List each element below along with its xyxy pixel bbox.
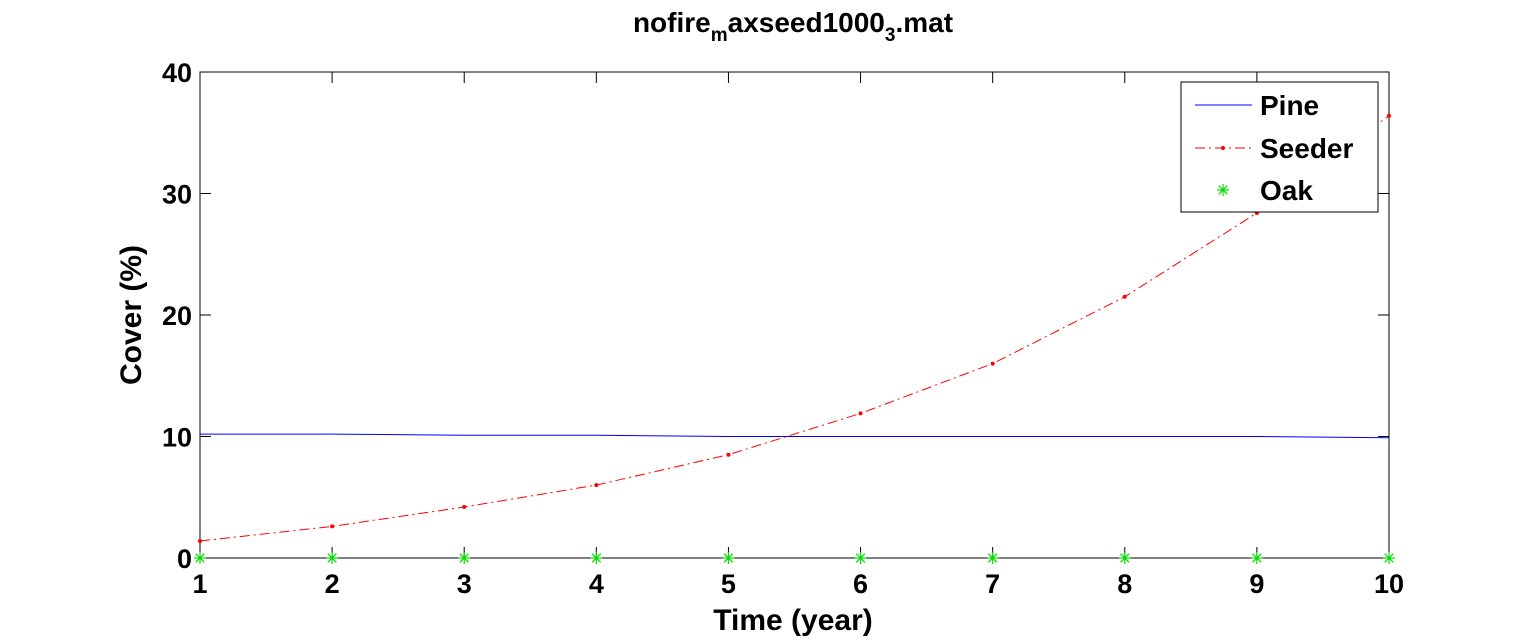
chart-title-subscript: 3 <box>885 25 896 46</box>
x-tick-label: 3 <box>457 569 472 599</box>
y-tick-label: 40 <box>162 58 192 88</box>
series-oak-point <box>1383 552 1395 564</box>
series-oak-point <box>722 552 735 564</box>
series-layer <box>194 113 1395 564</box>
series-seeder-point <box>594 483 599 488</box>
series-oak-point <box>326 552 339 564</box>
series-oak-point <box>1118 552 1131 564</box>
series-pine-line <box>200 433 1390 439</box>
y-axis-label: Cover (%) <box>115 245 148 385</box>
y-tick-label: 10 <box>162 423 192 453</box>
series-seeder-point <box>462 504 467 509</box>
series-seeder-line <box>199 115 1390 542</box>
x-tick-label: 10 <box>1374 569 1404 599</box>
y-tick-label: 30 <box>162 180 192 210</box>
legend-oak-label: Oak <box>1260 175 1313 206</box>
chart-title-part: nofire <box>633 7 711 38</box>
chart-title-part: .mat <box>895 7 953 38</box>
y-axis: 0 10 20 30 40 <box>162 58 1389 574</box>
x-tick-label: 7 <box>985 569 1000 599</box>
x-tick-label: 2 <box>325 569 340 599</box>
legend-box <box>1180 81 1379 213</box>
series-seeder-point <box>726 452 731 457</box>
legend-pine-label: Pine <box>1260 90 1319 121</box>
x-tick-label: 9 <box>1249 569 1264 599</box>
series-oak-point <box>590 552 603 564</box>
series-oak-point <box>1250 552 1263 564</box>
x-tick-label: 4 <box>589 569 604 599</box>
series-oak-point <box>854 552 867 564</box>
chart-title: nofiremaxseed10003.mat <box>633 7 953 46</box>
legend: Pine Seeder Oak <box>1180 81 1379 213</box>
x-tick-label: 8 <box>1117 569 1132 599</box>
series-oak-point <box>458 552 471 564</box>
series-seeder-point <box>1122 294 1127 299</box>
x-tick-label: 5 <box>721 569 736 599</box>
series-seeder-point <box>990 361 995 366</box>
series-seeder-point <box>198 538 202 543</box>
series-seeder-point <box>330 524 335 529</box>
series-seeder-point <box>1387 113 1391 118</box>
x-tick-label: 1 <box>192 569 207 599</box>
x-tick-label: 6 <box>853 569 868 599</box>
legend-oak-marker <box>1217 184 1229 196</box>
series-oak-point <box>194 552 206 564</box>
x-axis: 1 2 3 4 5 6 7 8 9 10 <box>192 72 1404 599</box>
y-tick-label: 20 <box>162 301 192 331</box>
legend-seeder-marker <box>1221 146 1225 150</box>
series-oak-point <box>986 552 999 564</box>
x-axis-label: Time (year) <box>713 604 873 637</box>
series-seeder-point <box>858 411 863 416</box>
legend-seeder-label: Seeder <box>1260 133 1353 164</box>
y-tick-label: 0 <box>177 544 192 574</box>
chart-title-subscript: m <box>711 25 728 46</box>
chart-title-part: axseed1000 <box>728 7 885 38</box>
